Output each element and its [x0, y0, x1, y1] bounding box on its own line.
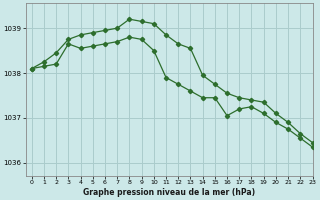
X-axis label: Graphe pression niveau de la mer (hPa): Graphe pression niveau de la mer (hPa): [83, 188, 255, 197]
